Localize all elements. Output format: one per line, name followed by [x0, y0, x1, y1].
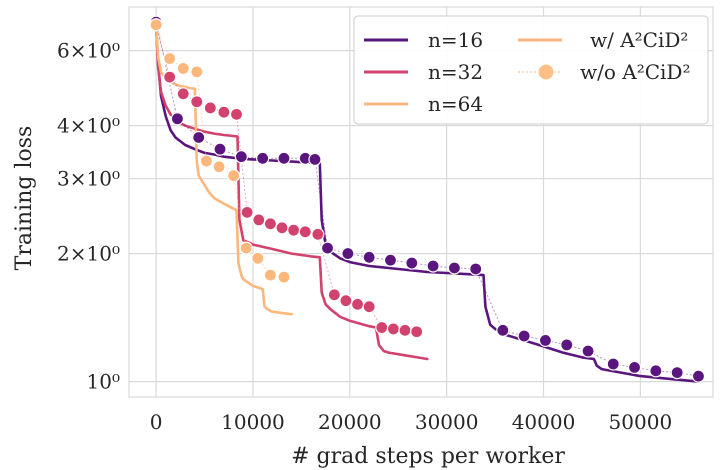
legend-label-n32: n=32 [428, 60, 483, 84]
data-point-n32 [240, 205, 254, 219]
data-point-n32 [275, 221, 289, 235]
series-lines [154, 22, 700, 383]
data-point-n16 [277, 151, 291, 165]
x-axis-label: # grad steps per worker [291, 444, 565, 469]
data-point-n16 [234, 150, 248, 164]
data-point-n16 [560, 338, 574, 352]
data-point-n16 [362, 250, 376, 264]
data-point-n16 [581, 344, 595, 358]
legend-label-n64: n=64 [428, 92, 483, 116]
data-point-n64 [149, 18, 163, 32]
y-tick-label: 2×10⁰ [57, 242, 120, 266]
data-point-n16 [649, 364, 663, 378]
data-point-n16 [320, 241, 335, 255]
data-point-n32 [386, 322, 400, 336]
data-point-n16 [627, 360, 642, 374]
data-point-n32 [327, 288, 341, 302]
x-tick-label: 10000 [221, 410, 285, 434]
x-tick-label: 30000 [415, 410, 479, 434]
data-point-n64 [251, 251, 265, 265]
data-point-n32 [203, 101, 217, 115]
data-point-n32 [339, 294, 353, 308]
data-point-n16 [383, 253, 398, 267]
legend-swatch-without-marker [537, 63, 555, 81]
x-tick-label: 40000 [512, 410, 576, 434]
data-point-n16 [670, 365, 684, 380]
y-axis-label: Training loss [12, 126, 37, 271]
legend: n=16 n=32 n=64 w/ A²CiD² w/o A²CiD² [353, 15, 709, 125]
data-point-n16 [517, 329, 531, 343]
data-point-n32 [350, 297, 365, 311]
data-point-n64 [226, 169, 241, 183]
data-point-n16 [447, 261, 462, 275]
x-tick-label: 0 [150, 410, 163, 434]
data-point-n64 [163, 51, 177, 66]
data-point-n32 [176, 87, 190, 101]
data-point-n16 [606, 357, 620, 371]
series-line-n64 [154, 23, 294, 316]
y-tick-label: 6×10⁰ [57, 39, 120, 63]
data-point-n16 [405, 256, 419, 270]
series-dotted-line-n16 [155, 22, 699, 377]
data-point-n64 [199, 154, 214, 168]
tick-labels: 0 10000 20000 30000 40000 50000 10⁰ 2×10⁰ 3×10⁰ 4… [57, 39, 672, 434]
data-point-n32 [362, 300, 376, 314]
plot-frame [128, 6, 714, 398]
data-point-n32 [263, 217, 277, 231]
legend-label-with: w/ A²CiD² [590, 28, 688, 52]
data-point-n64 [176, 61, 190, 76]
legend-label-n16: n=16 [428, 28, 483, 52]
x-tick-label: 20000 [318, 410, 382, 434]
y-tick-label: 4×10⁰ [57, 114, 120, 138]
legend-box [353, 15, 709, 125]
y-tick-label: 10⁰ [87, 370, 120, 394]
data-point-n16 [496, 323, 510, 337]
data-point-n64 [277, 270, 291, 284]
data-point-n16 [308, 152, 322, 167]
data-point-n32 [311, 227, 325, 241]
data-point-n32 [229, 107, 244, 121]
data-point-n16 [538, 333, 553, 347]
data-point-n16 [170, 112, 185, 126]
data-point-n64 [212, 160, 226, 174]
data-point-n16 [691, 369, 706, 383]
series-markers [149, 15, 706, 383]
y-tick-label: 3×10⁰ [57, 167, 120, 191]
data-point-n32 [190, 95, 204, 109]
data-point-n16 [256, 151, 270, 165]
data-point-n32 [287, 223, 301, 237]
data-point-n16 [469, 262, 483, 276]
data-point-n64 [190, 65, 204, 79]
data-point-n64 [263, 268, 277, 282]
data-point-n16 [341, 246, 355, 261]
data-point-n32 [410, 325, 424, 339]
data-point-n32 [217, 105, 231, 119]
data-point-n32 [398, 323, 412, 337]
data-point-n16 [426, 259, 440, 273]
series-line-n16 [154, 23, 700, 383]
x-tick-label: 50000 [609, 410, 673, 434]
data-point-n32 [375, 320, 389, 335]
data-point-n16 [213, 142, 227, 156]
data-point-n64 [239, 241, 253, 255]
data-point-n32 [163, 70, 177, 84]
legend-label-without: w/o A²CiD² [580, 60, 690, 84]
data-point-n16 [192, 130, 206, 145]
data-point-n32 [298, 225, 312, 239]
data-point-n32 [252, 213, 266, 227]
